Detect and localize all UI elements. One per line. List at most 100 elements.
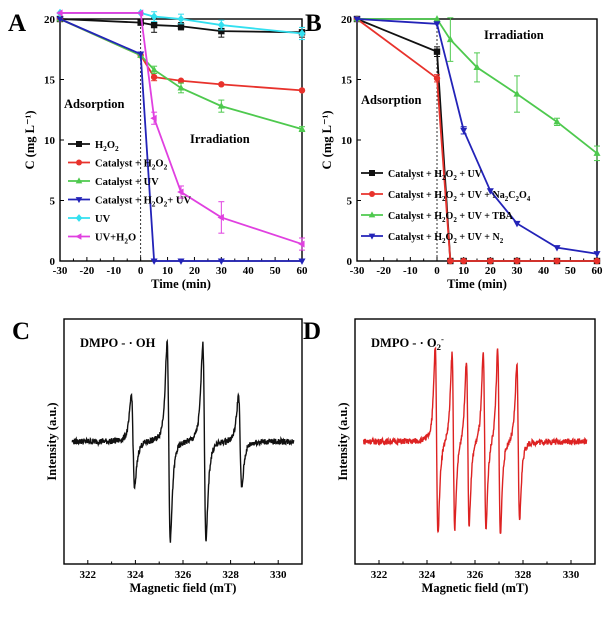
data-point <box>486 188 494 195</box>
legend-label-part: 2 <box>500 237 504 245</box>
data-point <box>56 9 63 17</box>
legend-label-part: H <box>95 140 103 151</box>
data-point <box>513 90 521 97</box>
data-point <box>136 9 144 17</box>
panel-c-chart: C 322 324 326 328 330 Magnetic field (mT) Inten… <box>12 318 303 595</box>
series-3 <box>56 16 306 265</box>
data-point <box>298 125 306 132</box>
data-point <box>217 258 225 265</box>
legend-label: H2O2 <box>95 140 119 153</box>
legend-label-part: + UV <box>167 196 191 207</box>
x-tick-label: -20 <box>376 265 391 277</box>
x-tick-label: 20 <box>189 265 201 277</box>
x-tick-label: 50 <box>270 265 282 277</box>
legend-label-part: 4 <box>527 195 531 203</box>
legend-label-part: 2 <box>442 174 446 182</box>
data-point <box>433 75 441 82</box>
data-point <box>553 118 561 125</box>
legend-label-part: UV+H <box>95 233 124 244</box>
data-point <box>218 27 225 35</box>
legend-label-part: 2 <box>453 174 457 182</box>
panel-letter: B <box>305 10 322 37</box>
data-point <box>137 51 145 58</box>
data-point <box>298 258 306 265</box>
x-axis-label: Time (min) <box>447 277 507 291</box>
x-tick-label: 330 <box>563 569 580 581</box>
legend-marker <box>369 170 375 176</box>
x-tick-label: 324 <box>419 569 436 581</box>
data-point <box>487 257 494 265</box>
legend-label-part: 2 <box>442 195 446 203</box>
legend-marker <box>75 214 83 222</box>
legend-label-part: 2 <box>453 216 457 224</box>
spectrum-title: DMPO - · OH <box>80 336 156 350</box>
x-tick-label: -30 <box>53 265 68 277</box>
data-point <box>593 149 601 156</box>
legend-label-part: Catalyst + H <box>388 211 442 222</box>
legend-label-part: 2 <box>453 195 457 203</box>
legend-marker <box>368 211 376 218</box>
panel-letter: A <box>8 10 26 37</box>
spectrum-title-part: DMPO - · OH <box>80 336 156 350</box>
y-axis-label: C (mg L⁻¹) <box>320 111 334 170</box>
x-tick-label: -30 <box>350 265 365 277</box>
legend-label: Catalyst + H2O2 <box>95 159 168 172</box>
legend-label: Catalyst + UV <box>95 177 159 188</box>
legend-label-part: + UV <box>457 169 483 180</box>
legend-label-part: O <box>446 232 454 243</box>
y-axis-label: C (mg L⁻¹) <box>23 111 37 170</box>
x-tick-label: 328 <box>222 569 239 581</box>
data-point <box>553 257 561 265</box>
legend-label-part: 2 <box>164 163 168 172</box>
legend-label-part: Catalyst + H <box>388 232 442 243</box>
data-point <box>446 35 454 43</box>
data-point <box>298 240 305 248</box>
y-tick-label: 20 <box>44 14 56 26</box>
data-point <box>177 84 185 91</box>
series-line <box>60 12 303 245</box>
legend-label-part: O <box>446 190 454 201</box>
data-point <box>177 188 184 196</box>
legend-label-part: Catalyst + H <box>388 169 442 180</box>
data-point <box>150 114 157 122</box>
legend-marker <box>76 141 82 147</box>
y-tick-label: 10 <box>341 135 353 147</box>
series-2 <box>353 15 601 162</box>
annotation-irradiation: Irradiation <box>484 28 544 42</box>
legend-label-part: UV <box>95 214 111 225</box>
legend-label-part: 2 <box>453 237 457 245</box>
y-tick-label: 5 <box>347 196 353 208</box>
data-point <box>447 257 454 265</box>
x-tick-label: 0 <box>434 265 440 277</box>
data-point <box>513 220 521 228</box>
series-5 <box>56 9 305 251</box>
legend-label: Catalyst + H2O2 + UV <box>388 169 483 182</box>
x-tick-label: 10 <box>162 265 174 277</box>
annotation-irradiation: Irradiation <box>190 132 250 146</box>
data-point <box>177 77 185 84</box>
data-point <box>150 258 158 265</box>
y-tick-label: 0 <box>347 256 353 268</box>
spectrum-title-part: DMPO - · O <box>371 336 437 350</box>
data-point <box>433 15 441 22</box>
x-tick-label: 20 <box>485 265 497 277</box>
series-line <box>357 18 598 155</box>
spectrum-title-part: - <box>441 334 444 344</box>
panel-d-chart: D 322 324 326 328 330 Magnetic field (mT) Inten… <box>303 318 596 595</box>
data-point <box>150 65 158 73</box>
data-point <box>177 258 185 265</box>
x-axis-label: Magnetic field (mT) <box>422 581 529 595</box>
y-tick-label: 15 <box>341 75 353 87</box>
x-tick-label: -10 <box>403 265 418 277</box>
y-tick-label: 5 <box>50 196 56 208</box>
legend-label: UV <box>95 214 111 225</box>
data-point <box>218 81 225 88</box>
data-point <box>593 251 601 258</box>
panel-letter: C <box>12 318 30 345</box>
legend-label-part: Catalyst + H <box>95 159 152 170</box>
annotation-adsorption: Adsorption <box>361 93 421 107</box>
data-point <box>217 20 225 30</box>
